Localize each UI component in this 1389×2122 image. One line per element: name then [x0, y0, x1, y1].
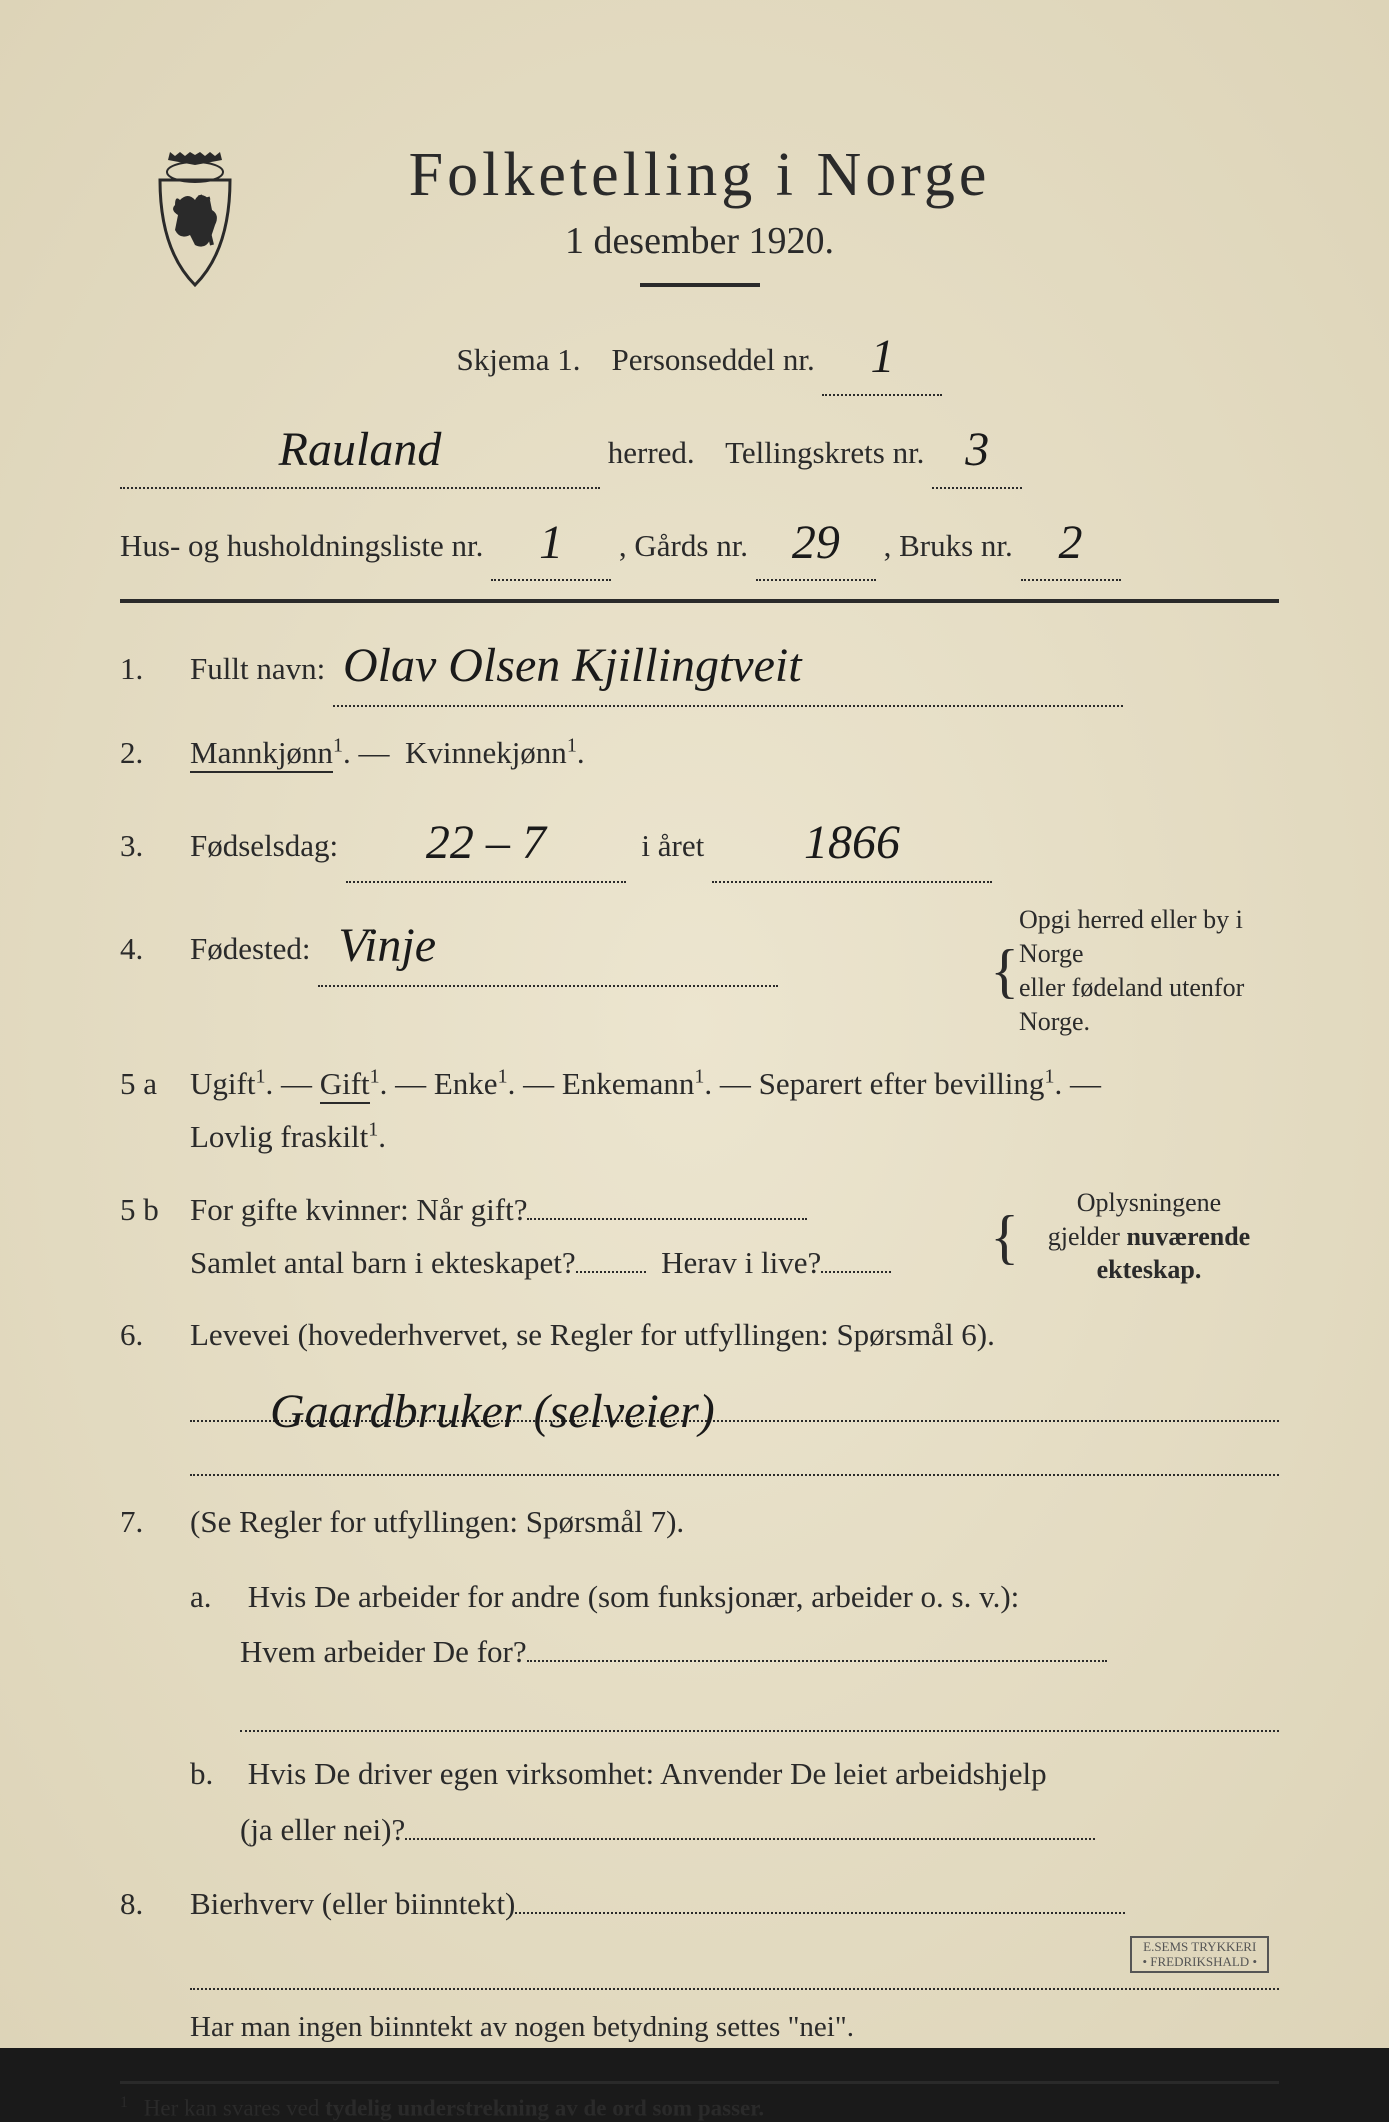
q7a-text2: Hvem arbeider De for?: [240, 1634, 527, 1669]
header-divider: [640, 283, 760, 287]
q3-year-label: i året: [641, 828, 704, 863]
q3-day-value: 22 – 7: [426, 816, 546, 869]
q5b-note: { Oplysningene gjelder nuværende ekteska…: [990, 1186, 1279, 1287]
q7a: a. Hvis De arbeider for andre (som funks…: [190, 1569, 1279, 1681]
herred-line: Rauland herred. Tellingskrets nr. 3: [120, 410, 1279, 489]
q3-row: 3. Fødselsdag: 22 – 7 i året 1866: [120, 800, 1279, 884]
q2-num: 2.: [120, 735, 190, 771]
herred-value: Rauland: [279, 423, 442, 476]
bruks-value: 2: [1059, 516, 1083, 569]
tellingskrets-value: 3: [965, 423, 989, 476]
q5b-l2a: Samlet antal barn i ekteskapet?: [190, 1245, 576, 1280]
q7b-text2: (ja eller nei)?: [240, 1812, 405, 1847]
q8-field: [515, 1912, 1125, 1914]
q1-row: 1. Fullt navn: Olav Olsen Kjillingtveit: [120, 623, 1279, 707]
q5b-row: 5 b For gifte kvinner: Når gift? Samlet …: [120, 1184, 1279, 1289]
form-header: Folketelling i Norge 1 desember 1920.: [120, 140, 1279, 287]
husliste-value: 1: [539, 516, 563, 569]
rule-top: [120, 599, 1279, 603]
tellingskrets-label: Tellingskrets nr.: [725, 435, 924, 470]
q3-day-field: 22 – 7: [346, 800, 626, 884]
q6-field-2: [190, 1436, 1279, 1476]
q4-num: 4.: [120, 931, 190, 967]
form-date: 1 desember 1920.: [120, 219, 1279, 263]
husliste-field: 1: [491, 503, 611, 582]
printer-stamp: E.SEMS TRYKKERI • FREDRIKSHALD •: [1130, 1936, 1269, 1973]
q4-field: Vinje: [318, 903, 778, 987]
q6-value: Gaardbruker (selveier): [190, 1385, 715, 1438]
q7a-field-2: [240, 1692, 1279, 1732]
skjema-label: Skjema 1.: [457, 342, 581, 377]
gards-label: , Gårds nr.: [619, 528, 748, 563]
q8-field-2: [190, 1950, 1279, 1990]
q4-row: 4. Fødested: Vinje { Opgi herred eller b…: [120, 903, 1279, 1038]
q8-row: 8. Bierhverv (eller biinntekt): [120, 1878, 1279, 1931]
q5a-ugift: Ugift: [190, 1066, 255, 1101]
q7-row: 7. (Se Regler for utfyllingen: Spørsmål …: [120, 1496, 1279, 1549]
norway-coat-of-arms-icon: [140, 150, 250, 290]
q5a-gift: Gift: [320, 1066, 370, 1104]
q5a-row: 5 a Ugift1. — Gift1. — Enke1. — Enkemann…: [120, 1058, 1279, 1163]
husliste-label: Hus- og husholdningsliste nr.: [120, 528, 483, 563]
q1-field: Olav Olsen Kjillingtveit: [333, 623, 1123, 707]
personseddel-label: Personseddel nr.: [612, 342, 815, 377]
q7b-text1: Hvis De driver egen virksomhet: Anvender…: [248, 1756, 1047, 1791]
herred-label: herred.: [608, 435, 695, 470]
gards-field: 29: [756, 503, 876, 582]
q2-row: 2. Mannkjønn1. — Kvinnekjønn1.: [120, 727, 1279, 780]
q7a-text1: Hvis De arbeider for andre (som funksjon…: [248, 1579, 1020, 1614]
bruks-field: 2: [1021, 503, 1121, 582]
census-form-page: Folketelling i Norge 1 desember 1920. Sk…: [0, 0, 1389, 2048]
q8-note: Har man ingen biinntekt av nogen betydni…: [190, 2004, 1279, 2050]
q7a-letter: a.: [190, 1569, 240, 1625]
q7b-field: [405, 1838, 1095, 1840]
q7b: b. Hvis De driver egen virksomhet: Anven…: [190, 1746, 1279, 1858]
q2-mann: Mannkjønn: [190, 735, 333, 773]
herred-field: Rauland: [120, 410, 600, 489]
q4-label: Fødested:: [190, 931, 311, 966]
q4-value: Vinje: [338, 919, 436, 972]
q5a-enke: Enke: [434, 1066, 498, 1101]
q5b-barn-field: [576, 1271, 646, 1273]
q6-field: Gaardbruker (selveier): [190, 1382, 1279, 1422]
q4-note: { Opgi herred eller by i Norge eller fød…: [990, 903, 1279, 1038]
footnote: 1 Her kan svares ved tydelig understrekn…: [120, 2094, 1279, 2122]
q5b-live-field: [821, 1271, 891, 1273]
husliste-line: Hus- og husholdningsliste nr. 1 , Gårds …: [120, 503, 1279, 582]
q5a-separert: Separert efter bevilling: [759, 1066, 1045, 1101]
q5b-l1: For gifte kvinner: Når gift?: [190, 1192, 527, 1227]
skjema-line: Skjema 1. Personseddel nr. 1: [120, 317, 1279, 396]
q7a-field: [527, 1660, 1107, 1662]
personseddel-value: 1: [870, 330, 894, 383]
bruks-label: , Bruks nr.: [884, 528, 1013, 563]
q1-num: 1.: [120, 651, 190, 687]
q3-num: 3.: [120, 828, 190, 864]
q5a-enkemann: Enkemann: [562, 1066, 695, 1101]
personseddel-field: 1: [822, 317, 942, 396]
footnote-rule: [120, 2081, 1279, 2084]
q8-label: Bierhverv (eller biinntekt): [190, 1886, 515, 1921]
q3-label: Fødselsdag:: [190, 828, 338, 863]
q6-row: 6. Levevei (hovederhvervet, se Regler fo…: [120, 1309, 1279, 1362]
tellingskrets-field: 3: [932, 410, 1022, 489]
q6-label: Levevei (hovederhvervet, se Regler for u…: [190, 1317, 995, 1352]
q1-value: Olav Olsen Kjillingtveit: [343, 639, 802, 692]
q6-num: 6.: [120, 1317, 190, 1353]
q7b-letter: b.: [190, 1746, 240, 1802]
q7-num: 7.: [120, 1504, 190, 1540]
q5b-l2b: Herav i live?: [661, 1245, 821, 1280]
q2-kvinne: Kvinnekjønn: [405, 735, 567, 770]
q3-year-value: 1866: [804, 816, 900, 869]
q5a-fraskilt: Lovlig fraskilt: [190, 1119, 368, 1154]
q5b-gift-field: [527, 1218, 807, 1220]
gards-value: 29: [792, 516, 840, 569]
q5b-num: 5 b: [120, 1192, 190, 1228]
form-title: Folketelling i Norge: [120, 140, 1279, 211]
q7-label: (Se Regler for utfyllingen: Spørsmål 7).: [190, 1504, 684, 1539]
q8-num: 8.: [120, 1886, 190, 1922]
q1-label: Fullt navn:: [190, 651, 325, 686]
q5a-num: 5 a: [120, 1066, 190, 1102]
q3-year-field: 1866: [712, 800, 992, 884]
